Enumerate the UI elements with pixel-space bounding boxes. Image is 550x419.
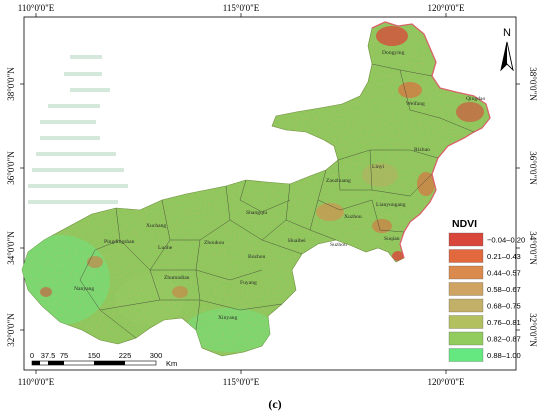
legend-swatch [448,232,484,247]
scale-label: 150 [88,351,101,360]
legend-label: 0.76–0.81 [487,318,521,327]
city-label: Zhoukou [204,240,224,246]
city-label: Huaibei [288,238,306,244]
legend-swatch [448,298,484,313]
city-label: Shangqiu [246,210,267,216]
city-label: Zaozhuang [326,178,351,184]
left-tick-label: 36°0'0"N [6,151,16,185]
top-tick-label: 110°0'0"E [18,3,55,13]
left-tick-label: 32°0'0"N [6,313,16,347]
legend-label: 0.82–0.87 [487,335,521,344]
legend-swatch [448,315,484,329]
right-tick-label: 32°0'0"N [528,313,538,347]
city-label: Suzhou [330,242,347,248]
city-label: Linyi [372,164,385,170]
top-tick-label: 115°0'0"E [223,3,260,13]
city-label: Suqian [384,236,400,242]
scale-label: 75 [60,351,68,360]
legend-swatch [448,249,484,263]
bottom-tick-label: 110°0'0"E [18,377,55,387]
city-label: Qingdao [466,96,485,102]
right-tick-label: 36°0'0"N [528,151,538,185]
right-tick-label: 34°0'0"N [528,231,538,265]
legend-label: 0.21–0.43 [487,252,521,261]
left-tick-label: 38°0'0"N [6,67,16,101]
scale-label: 0 [30,351,34,360]
legend-swatch [448,265,484,280]
legend-swatch [448,348,484,362]
legend-label: 0.68–0.75 [487,302,521,311]
graticule-ticks [20,13,520,374]
top-tick-label: 120°0'0"E [428,3,465,13]
legend-swatch [448,331,484,346]
north-arrow: N [500,27,514,72]
scale-label: 225 [119,351,132,360]
legend-label: 0.44–0.57 [487,269,521,278]
legend-swatch [448,282,484,296]
city-label: Xuzhou [344,214,362,220]
legend-label: 0.88–1.00 [487,351,521,360]
city-label: Lianyungang [376,202,406,208]
city-label: Bozhou [248,254,266,260]
city-labels: Dongying Weifang Qingdao Rizhao Linyi Za… [74,50,485,321]
scale-unit: Km [166,359,177,368]
scale-bar: 0 37.5 75 150 225 300 Km [30,351,177,368]
city-label: Fuyang [240,280,257,286]
legend: NDVI −0.04–0.20 0.21–0.43 0.44–0.57 0.58–0.… [448,218,525,362]
city-label: Luohe [158,245,173,251]
legend-label: −0.04–0.20 [487,236,525,245]
city-label: Nanyang [74,286,94,292]
city-label: Zhumadian [164,275,190,281]
scale-label: 37.5 [41,351,56,360]
city-label: Rizhao [414,147,430,153]
city-label: Weifang [406,100,425,107]
scale-label: 300 [150,351,163,360]
panel-label: (c) [268,397,281,411]
ghost-artifacts [28,55,128,204]
city-label: Xinyang [218,315,237,321]
legend-label: 0.58–0.67 [487,285,521,294]
right-tick-label: 38°0'0"N [528,67,538,101]
legend-title: NDVI [452,218,477,230]
left-tick-label: 34°0'0"N [6,231,16,265]
north-label: N [503,27,511,39]
city-label: Pingdingshan [104,239,135,245]
city-label: Xuchang [146,223,166,229]
bottom-tick-label: 115°0'0"E [223,377,260,387]
bottom-tick-label: 120°0'0"E [428,377,465,387]
city-label: Dongying [382,50,405,56]
